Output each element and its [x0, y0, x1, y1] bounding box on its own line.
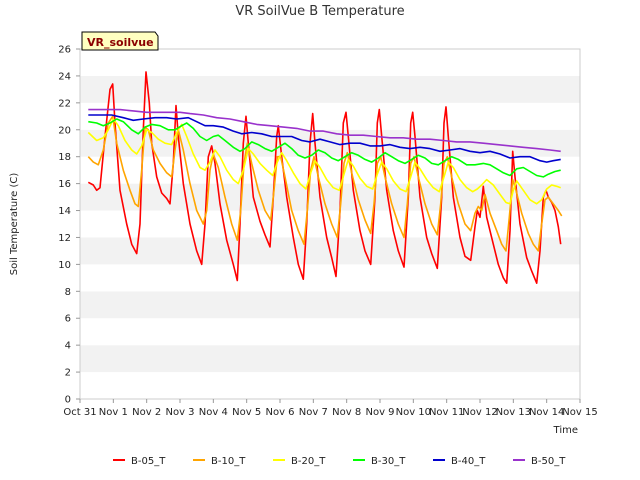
grid-band: [80, 345, 580, 373]
x-tick-label: Oct 31: [63, 407, 96, 418]
x-tick-label: Nov 9: [365, 407, 394, 418]
grid-band: [80, 291, 580, 319]
y-tick-label: 22: [58, 98, 71, 109]
chart-badge: VR_soilvue: [81, 31, 159, 51]
grid-band: [80, 129, 580, 157]
grid-band: [80, 49, 580, 76]
grid-band: [80, 264, 580, 292]
series-line-B-20_T: [87, 118, 561, 205]
y-tick-label: 24: [58, 71, 71, 82]
grid-band: [80, 156, 580, 184]
legend-label: B-10_T: [211, 456, 246, 467]
plot-background: [80, 49, 580, 399]
legend: B-05_T B-10_T B-20_T B-30_T B-40_T B-50_T: [113, 456, 566, 467]
chart-title: VR SoilVue B Temperature: [235, 4, 404, 19]
grid-band: [80, 75, 580, 103]
x-tick-label: Nov 2: [132, 407, 161, 418]
series-line-B-50_T: [88, 108, 561, 153]
x-tick-label: Nov 6: [265, 407, 294, 418]
y-tick-label: 2: [65, 368, 71, 379]
x-tick-label: Nov 12: [462, 407, 497, 418]
x-tick-label: Nov 7: [299, 407, 328, 418]
x-tick-label: Nov 1: [99, 407, 128, 418]
grid-band: [80, 102, 580, 130]
legend-label: B-05_T: [131, 456, 166, 467]
grid-band: [80, 372, 580, 399]
y-tick-label: 26: [58, 45, 71, 56]
x-tick-label: Nov 4: [199, 407, 228, 418]
legend-label: B-30_T: [371, 456, 406, 467]
badge-text: VR_soilvue: [87, 36, 154, 49]
x-tick-label: Nov 14: [529, 407, 564, 418]
y-tick-label: 16: [58, 179, 71, 190]
y-tick-label: 18: [58, 152, 71, 163]
y-tick-label: 12: [58, 233, 71, 244]
series-line-B-10_T: [87, 115, 563, 252]
y-tick-label: 4: [65, 341, 71, 352]
series-line-B-05_T: [87, 71, 562, 284]
y-tick-label: 6: [65, 314, 71, 325]
series-line-B-30_T: [88, 118, 561, 178]
x-tick-label: Nov 10: [396, 407, 431, 418]
x-tick-label: Nov 5: [232, 407, 261, 418]
y-tick-label: 14: [58, 206, 71, 217]
x-axis: Oct 31 Nov 1 Nov 2 Nov 3 Nov 4 Nov 5 Nov 6 Nov …: [63, 399, 598, 418]
legend-label: B-20_T: [291, 456, 326, 467]
grid-band: [80, 318, 580, 346]
x-tick-label: Nov 13: [496, 407, 531, 418]
legend-label: B-40_T: [451, 456, 486, 467]
y-tick-label: 8: [65, 287, 71, 298]
x-tick-label: Nov 8: [332, 407, 361, 418]
series-line-B-40_T: [88, 114, 561, 163]
y-tick-label: 0: [65, 395, 71, 406]
y-axis-title: Soil Temperature (C): [9, 173, 20, 276]
legend-label: B-50_T: [531, 456, 566, 467]
x-tick-label: Nov 15: [562, 407, 597, 418]
x-tick-label: Nov 3: [165, 407, 194, 418]
y-tick-label: 10: [58, 260, 71, 271]
grid-band: [80, 183, 580, 211]
series-lines: [87, 71, 563, 284]
x-axis-title: Time: [553, 425, 578, 436]
x-tick-label: Nov 11: [429, 407, 464, 418]
plot-frame: [79, 48, 581, 400]
grid-band: [80, 210, 580, 238]
y-tick-label: 20: [58, 125, 71, 136]
